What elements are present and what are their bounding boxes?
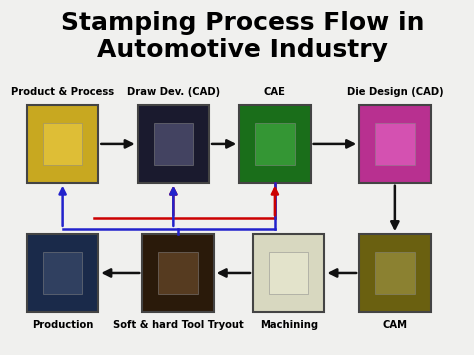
Bar <box>137 105 209 183</box>
Bar <box>269 252 309 294</box>
Bar <box>154 122 193 165</box>
Bar <box>255 122 294 165</box>
Bar <box>239 105 310 183</box>
Bar <box>359 234 430 312</box>
Text: Machining: Machining <box>260 320 318 330</box>
Bar <box>27 234 99 312</box>
Bar <box>142 234 214 312</box>
Bar <box>43 252 82 294</box>
Text: Draw Dev. (CAD): Draw Dev. (CAD) <box>127 87 220 97</box>
Bar <box>375 122 415 165</box>
Text: Stamping Process Flow in
Automotive Industry: Stamping Process Flow in Automotive Indu… <box>61 11 424 62</box>
Text: Production: Production <box>32 320 93 330</box>
Text: CAM: CAM <box>383 320 407 330</box>
Text: Product & Process: Product & Process <box>11 87 114 97</box>
Bar <box>253 234 325 312</box>
Bar <box>27 105 99 183</box>
Text: Soft & hard Tool Tryout: Soft & hard Tool Tryout <box>113 320 243 330</box>
Text: Die Design (CAD): Die Design (CAD) <box>346 87 443 97</box>
Text: CAE: CAE <box>264 87 286 97</box>
Bar <box>375 252 415 294</box>
Bar <box>43 122 82 165</box>
Bar <box>359 105 430 183</box>
Bar <box>158 252 198 294</box>
